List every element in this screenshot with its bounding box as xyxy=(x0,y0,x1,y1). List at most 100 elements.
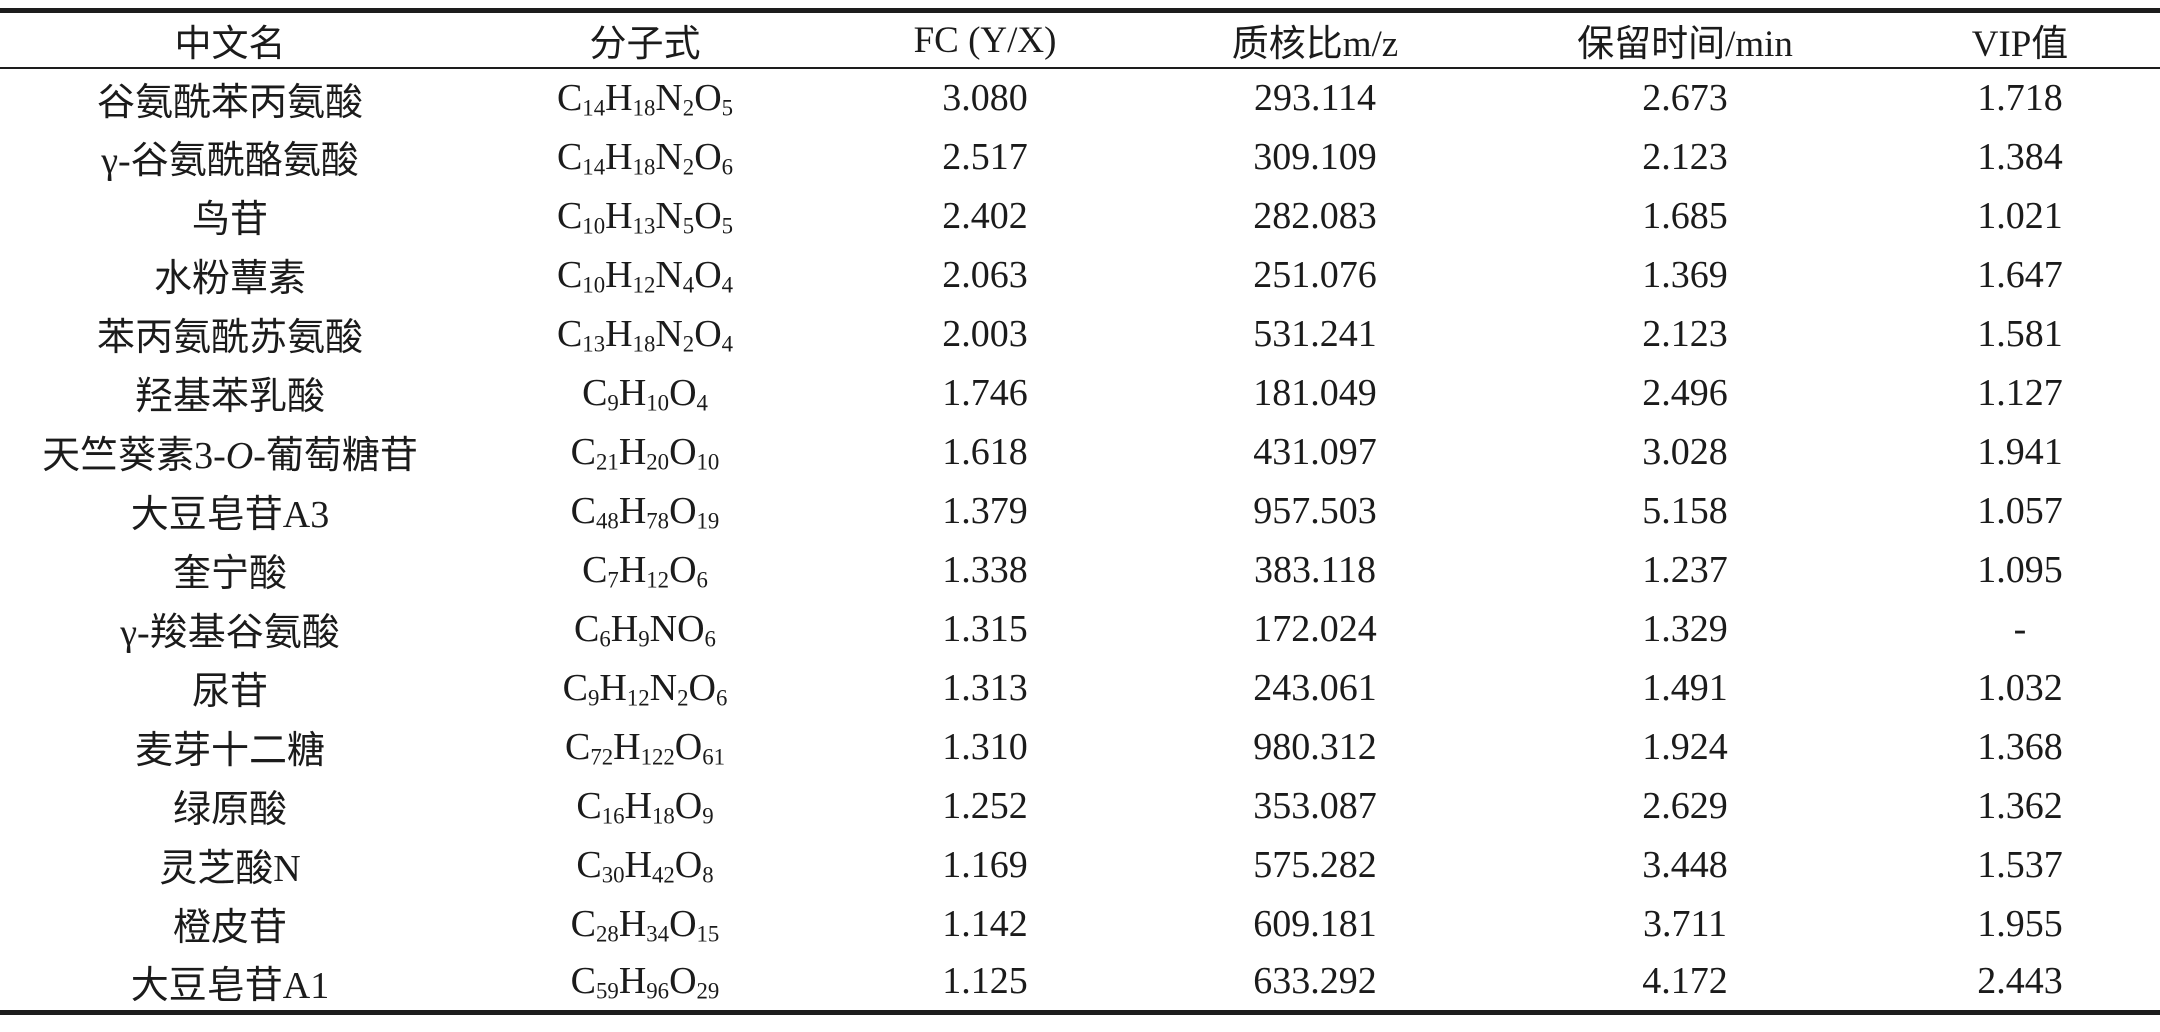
table-row: 羟基苯乳酸 C9H10O4 1.746 181.049 2.496 1.127 xyxy=(0,363,2160,422)
cell-chinese-name: 羟基苯乳酸 xyxy=(134,376,325,418)
cell-retention-time: 4.172 xyxy=(1642,960,1728,1003)
column-header-formula: 分子式 xyxy=(589,24,701,65)
cell-mz: 957.503 xyxy=(1253,489,1377,532)
paper-table-container: 中文名 分子式 FC (Y/X) 质核比m/z 保留时间/min VIP值 谷氨… xyxy=(0,8,2160,1015)
column-header-fc: FC (Y/X) xyxy=(913,19,1057,61)
cell-vip: 1.057 xyxy=(1977,489,2063,532)
column-header-chinese-name: 中文名 xyxy=(174,24,286,65)
cell-vip: 1.021 xyxy=(1977,194,2063,237)
cell-formula: C14H18N2O5 xyxy=(556,77,734,121)
cell-retention-time: 2.629 xyxy=(1642,784,1728,827)
table-row: 麦芽十二糖 C72H122O61 1.310 980.312 1.924 1.3… xyxy=(0,717,2160,776)
cell-chinese-name: 灵芝酸N xyxy=(159,848,301,890)
table-row: 灵芝酸N C30H42O8 1.169 575.282 3.448 1.537 xyxy=(0,835,2160,894)
cell-retention-time: 3.448 xyxy=(1642,843,1728,886)
cell-retention-time: 2.123 xyxy=(1642,312,1728,355)
cell-fc: 1.169 xyxy=(942,843,1028,886)
cell-formula: C10H12N4O4 xyxy=(556,253,734,298)
cell-chinese-name: γ-羧基谷氨酸 xyxy=(120,612,340,654)
cell-mz: 181.049 xyxy=(1253,371,1377,414)
cell-formula: C48H78O19 xyxy=(570,489,720,534)
table-row: 绿原酸 C16H18O9 1.252 353.087 2.629 1.362 xyxy=(0,776,2160,835)
cell-formula: C9H12N2O6 xyxy=(562,666,728,711)
cell-retention-time: 1.924 xyxy=(1642,725,1728,768)
cell-chinese-name: 绿原酸 xyxy=(172,789,287,831)
cell-mz: 633.292 xyxy=(1253,960,1377,1003)
cell-vip: 1.362 xyxy=(1977,784,2063,827)
cell-formula: C28H34O15 xyxy=(570,902,720,947)
cell-mz: 980.312 xyxy=(1253,725,1377,768)
cell-formula: C7H12O6 xyxy=(582,548,708,593)
table-body: 谷氨酰苯丙氨酸 C14H18N2O5 3.080 293.114 2.673 1… xyxy=(0,68,2160,1012)
cell-chinese-name: 奎宁酸 xyxy=(172,553,287,595)
table-row: 水粉蕈素 C10H12N4O4 2.063 251.076 1.369 1.64… xyxy=(0,245,2160,304)
cell-fc: 2.003 xyxy=(942,312,1028,355)
cell-fc: 2.063 xyxy=(942,253,1028,296)
cell-retention-time: 3.711 xyxy=(1642,902,1728,945)
cell-formula: C10H13N5O5 xyxy=(556,194,734,239)
cell-formula: C14H18N2O6 xyxy=(556,135,734,180)
table-row: 苯丙氨酰苏氨酸 C13H18N2O4 2.003 531.241 2.123 1… xyxy=(0,304,2160,363)
cell-fc: 1.142 xyxy=(942,902,1028,945)
cell-retention-time: 2.123 xyxy=(1642,135,1728,178)
cell-fc: 1.315 xyxy=(942,607,1028,650)
cell-retention-time: 3.028 xyxy=(1642,430,1728,473)
cell-mz: 531.241 xyxy=(1253,312,1377,355)
cell-formula: C30H42O8 xyxy=(576,843,714,888)
cell-fc: 2.517 xyxy=(942,135,1028,178)
cell-retention-time: 2.673 xyxy=(1642,77,1728,119)
table-row: γ-羧基谷氨酸 C6H9NO6 1.315 172.024 1.329 - xyxy=(0,599,2160,658)
cell-formula: C6H9NO6 xyxy=(574,607,716,652)
table-row: 大豆皂苷A1 C59H96O29 1.125 633.292 4.172 2.4… xyxy=(0,953,2160,1012)
cell-mz: 309.109 xyxy=(1253,135,1377,178)
cell-mz: 293.114 xyxy=(1253,77,1377,119)
cell-vip: 1.647 xyxy=(1977,253,2063,296)
cell-mz: 353.087 xyxy=(1253,784,1377,827)
cell-vip: 1.955 xyxy=(1977,902,2063,945)
cell-formula: C13H18N2O4 xyxy=(556,312,734,357)
cell-chinese-name: 天竺葵素3-O-葡萄糖苷 xyxy=(42,435,418,477)
cell-formula: C16H18O9 xyxy=(576,784,714,829)
cell-vip: 1.127 xyxy=(1977,371,2063,414)
cell-mz: 172.024 xyxy=(1253,607,1377,650)
cell-mz: 243.061 xyxy=(1253,666,1377,709)
cell-fc: 1.252 xyxy=(942,784,1028,827)
cell-formula: C21H20O10 xyxy=(570,430,720,475)
cell-vip: 1.032 xyxy=(1977,666,2063,709)
cell-vip: 1.384 xyxy=(1977,135,2063,178)
cell-retention-time: 1.237 xyxy=(1642,548,1728,591)
cell-vip: 1.095 xyxy=(1977,548,2063,591)
cell-fc: 3.080 xyxy=(942,77,1028,119)
cell-chinese-name: 大豆皂苷A1 xyxy=(130,964,330,1007)
cell-chinese-name: 橙皮苷 xyxy=(172,907,287,949)
table-row: 谷氨酰苯丙氨酸 C14H18N2O5 3.080 293.114 2.673 1… xyxy=(0,68,2160,127)
cell-vip: 1.581 xyxy=(1977,312,2063,355)
cell-mz: 251.076 xyxy=(1253,253,1377,296)
cell-chinese-name: 尿苷 xyxy=(191,671,268,713)
column-header-vip: VIP值 xyxy=(1971,24,2069,65)
cell-chinese-name: 麦芽十二糖 xyxy=(134,730,325,772)
cell-chinese-name: 谷氨酰苯丙氨酸 xyxy=(96,81,363,124)
cell-formula: C72H122O61 xyxy=(564,725,726,770)
cell-retention-time: 1.369 xyxy=(1642,253,1728,296)
cell-retention-time: 1.491 xyxy=(1642,666,1728,709)
table-row: 天竺葵素3-O-葡萄糖苷 C21H20O10 1.618 431.097 3.0… xyxy=(0,422,2160,481)
cell-retention-time: 2.496 xyxy=(1642,371,1728,414)
cell-vip: 1.718 xyxy=(1977,77,2063,119)
cell-chinese-name: 大豆皂苷A3 xyxy=(130,494,330,536)
cell-fc: 1.338 xyxy=(942,548,1028,591)
metabolite-table: 中文名 分子式 FC (Y/X) 质核比m/z 保留时间/min VIP值 谷氨… xyxy=(0,8,2160,1015)
column-header-retention-time: 保留时间/min xyxy=(1577,24,1793,65)
cell-mz: 282.083 xyxy=(1253,194,1377,237)
table-row: 鸟苷 C10H13N5O5 2.402 282.083 1.685 1.021 xyxy=(0,186,2160,245)
cell-retention-time: 1.329 xyxy=(1642,607,1728,650)
cell-vip: 1.941 xyxy=(1977,430,2063,473)
cell-fc: 1.746 xyxy=(942,371,1028,414)
cell-mz: 575.282 xyxy=(1253,843,1377,886)
cell-formula: C9H10O4 xyxy=(582,371,708,416)
cell-chinese-name: 水粉蕈素 xyxy=(153,258,306,300)
cell-fc: 1.313 xyxy=(942,666,1028,709)
cell-fc: 1.125 xyxy=(942,960,1028,1003)
cell-vip: - xyxy=(2013,607,2027,650)
cell-chinese-name: 鸟苷 xyxy=(191,199,268,241)
